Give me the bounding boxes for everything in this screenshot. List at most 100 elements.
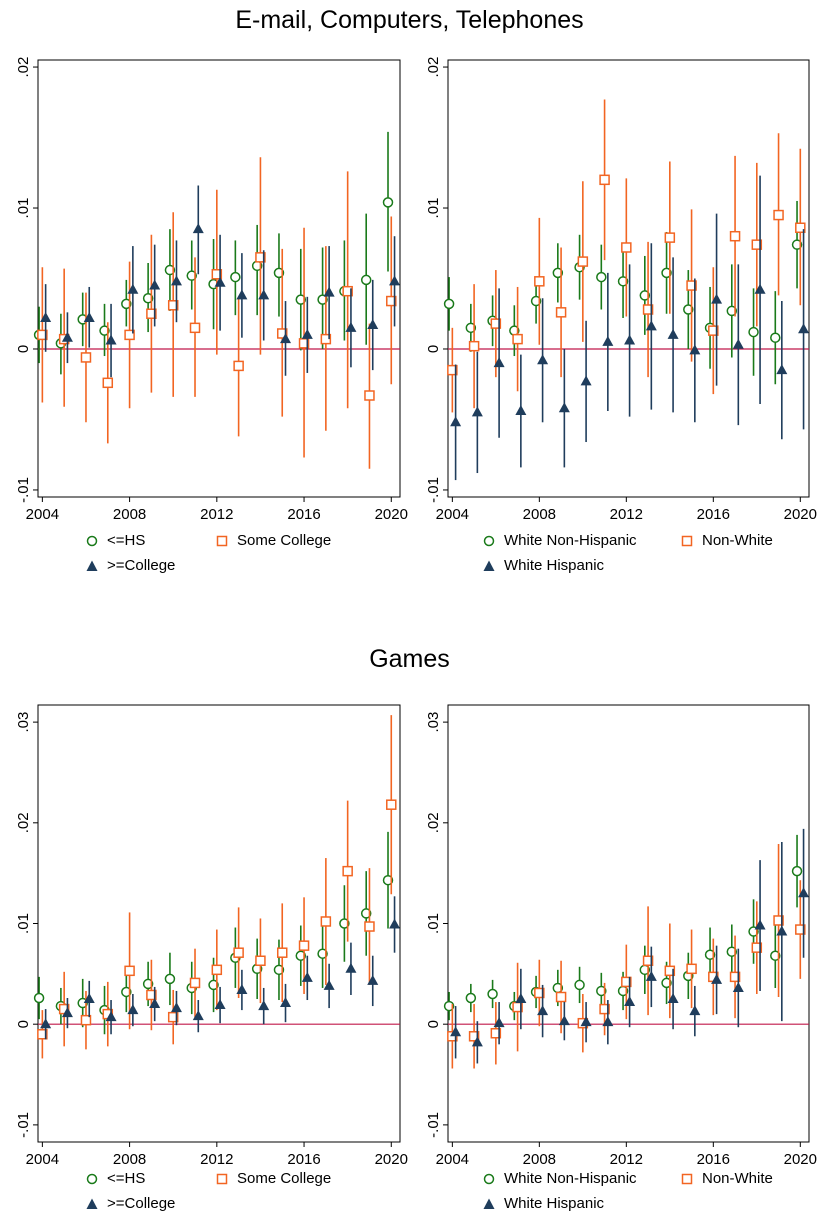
data-point xyxy=(323,979,335,990)
x-tick-label: 2020 xyxy=(375,506,408,523)
y-tick-label: -.01 xyxy=(15,477,32,503)
legend-item-non-white: Non-White xyxy=(680,532,773,549)
data-point xyxy=(170,1002,182,1013)
data-point xyxy=(389,275,401,286)
data-point xyxy=(639,290,651,301)
data-point xyxy=(577,256,589,267)
data-point xyxy=(512,333,523,345)
data-point xyxy=(317,948,328,959)
x-tick-label: 2004 xyxy=(26,506,59,523)
data-point xyxy=(339,918,350,929)
data-point xyxy=(280,997,292,1008)
data-point xyxy=(342,285,353,297)
data-point xyxy=(599,174,610,186)
data-point xyxy=(192,1010,204,1021)
data-point xyxy=(776,925,788,936)
data-point xyxy=(574,979,585,991)
data-point xyxy=(258,289,270,300)
data-point xyxy=(645,320,657,331)
data-point xyxy=(487,988,498,1000)
triangle-marker-icon xyxy=(483,1198,495,1210)
data-point xyxy=(255,252,266,263)
data-point xyxy=(121,986,132,998)
data-point xyxy=(382,197,394,208)
data-point xyxy=(602,1016,614,1027)
data-point xyxy=(83,311,95,322)
y-tick-label: .02 xyxy=(425,812,442,833)
data-point xyxy=(645,970,657,981)
y-tick-label: .03 xyxy=(15,712,32,733)
data-point xyxy=(443,1000,455,1012)
data-point xyxy=(493,357,505,368)
data-point xyxy=(236,983,248,994)
data-point xyxy=(798,323,810,334)
legend-label: Non-White xyxy=(702,532,773,549)
x-tick-label: 2012 xyxy=(610,506,643,523)
data-point xyxy=(552,267,564,279)
legend-label: >=College xyxy=(107,557,176,574)
data-point xyxy=(751,239,763,250)
data-point xyxy=(189,322,201,334)
legend-item-some-college: Some College xyxy=(215,532,331,549)
data-point xyxy=(534,987,545,999)
data-point xyxy=(558,1015,570,1026)
data-point xyxy=(298,940,310,951)
data-point xyxy=(450,416,462,427)
data-point xyxy=(465,992,477,1004)
data-point xyxy=(773,209,784,221)
data-point xyxy=(80,352,92,363)
x-tick-label: 2004 xyxy=(436,506,469,523)
x-tick-label: 2016 xyxy=(287,506,320,523)
data-point xyxy=(323,286,335,297)
x-tick-label: 2012 xyxy=(200,506,233,523)
legend-label: White Non-Hispanic xyxy=(504,1170,637,1187)
data-point xyxy=(236,289,248,300)
data-point xyxy=(273,267,285,279)
triangle-marker-icon xyxy=(86,1198,98,1210)
data-point xyxy=(754,919,766,930)
y-tick-label: -.01 xyxy=(15,1112,32,1138)
data-point xyxy=(105,1011,117,1022)
plot-frame xyxy=(37,59,401,498)
data-point xyxy=(617,276,629,287)
x-tick-label: 2004 xyxy=(436,1151,469,1168)
data-point xyxy=(664,232,676,243)
y-tick-label: .02 xyxy=(425,57,442,78)
section-title-games: Games xyxy=(369,645,450,673)
data-point xyxy=(795,924,806,935)
data-point xyxy=(360,274,372,286)
square-marker-icon xyxy=(216,1173,228,1185)
data-point xyxy=(664,965,676,977)
data-point xyxy=(798,887,810,898)
data-point xyxy=(233,947,244,958)
data-point xyxy=(386,295,397,307)
data-point xyxy=(754,283,766,294)
legend-label: Some College xyxy=(237,532,332,549)
data-point xyxy=(732,981,744,992)
plot-frame xyxy=(447,59,810,498)
legend-label: <=HS xyxy=(107,532,146,549)
data-point xyxy=(389,918,401,929)
data-point xyxy=(534,276,545,287)
data-point xyxy=(642,304,654,315)
data-point xyxy=(230,271,241,283)
data-point xyxy=(301,328,313,339)
data-point xyxy=(192,223,204,234)
data-point xyxy=(624,334,636,345)
y-tick-label: 0 xyxy=(15,1020,32,1028)
y-tick-label: .01 xyxy=(15,913,32,934)
y-tick-label: .01 xyxy=(425,198,442,219)
data-point xyxy=(471,406,483,417)
legend-games-race: White Non-Hispanic Non-White White Hispa… xyxy=(410,1168,819,1218)
data-point xyxy=(233,360,244,372)
data-point xyxy=(124,965,135,977)
data-point xyxy=(791,239,803,250)
data-point xyxy=(751,942,763,953)
data-point xyxy=(711,293,723,304)
chart-email-race: -.01 0 .01 .02 2004 2008 2012 2016 2020 xyxy=(425,57,817,523)
data-point xyxy=(37,329,48,341)
data-point xyxy=(320,916,332,927)
y-tick-label: .03 xyxy=(425,712,442,733)
data-point xyxy=(142,978,154,990)
data-point xyxy=(99,325,110,336)
